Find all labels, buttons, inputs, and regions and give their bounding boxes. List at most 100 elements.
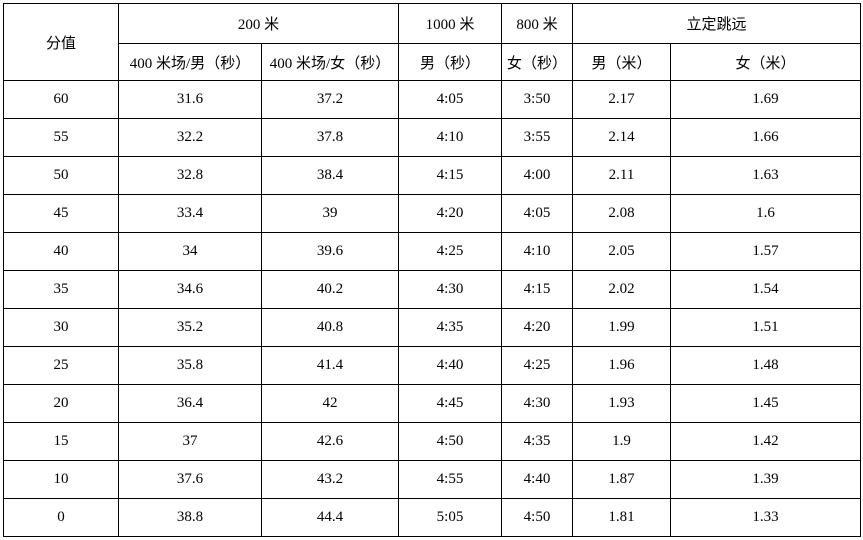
- table-row: 50 32.8 38.4 4:15 4:00 2.11 1.63: [3, 156, 862, 195]
- value-cell: 37.6: [118, 460, 262, 499]
- value-cell: 4:25: [501, 346, 574, 385]
- group-header-800m: 800 米: [501, 3, 574, 44]
- value-cell: 1.6: [670, 194, 862, 233]
- value-cell: 31.6: [118, 80, 262, 119]
- value-cell: 39.6: [260, 232, 400, 271]
- value-cell: 3:55: [501, 118, 574, 157]
- value-cell: 1.45: [670, 384, 862, 423]
- score-cell: 60: [3, 80, 119, 119]
- value-cell: 4:55: [398, 460, 503, 499]
- table-row: 0 38.8 44.4 5:05 4:50 1.81 1.33: [3, 498, 862, 537]
- group-header-1000m: 1000 米: [398, 3, 503, 44]
- value-cell: 4:50: [501, 498, 574, 537]
- value-cell: 1.63: [670, 156, 862, 195]
- value-cell: 1.66: [670, 118, 862, 157]
- subheader-jump-female: 女（米）: [670, 43, 862, 81]
- value-cell: 38.4: [260, 156, 400, 195]
- value-cell: 33.4: [118, 194, 262, 233]
- sports-score-table: 分值 200 米 1000 米 800 米 立定跳远 400 米场/男（秒） 4…: [3, 3, 862, 537]
- group-header-long-jump: 立定跳远: [572, 3, 862, 44]
- value-cell: 42.6: [260, 422, 400, 461]
- value-cell: 4:45: [398, 384, 503, 423]
- value-cell: 4:05: [398, 80, 503, 119]
- subheader-800m-female: 女（秒）: [501, 43, 574, 81]
- value-cell: 1.93: [572, 384, 672, 423]
- value-cell: 40.2: [260, 270, 400, 309]
- value-cell: 42: [260, 384, 400, 423]
- value-cell: 43.2: [260, 460, 400, 499]
- value-cell: 4:30: [398, 270, 503, 309]
- value-cell: 1.51: [670, 308, 862, 347]
- table-row: 40 34 39.6 4:25 4:10 2.05 1.57: [3, 232, 862, 271]
- value-cell: 2.05: [572, 232, 672, 271]
- value-cell: 37: [118, 422, 262, 461]
- value-cell: 4:15: [501, 270, 574, 309]
- score-cell: 15: [3, 422, 119, 461]
- value-cell: 1.48: [670, 346, 862, 385]
- value-cell: 4:35: [398, 308, 503, 347]
- score-cell: 10: [3, 460, 119, 499]
- score-cell: 55: [3, 118, 119, 157]
- value-cell: 34: [118, 232, 262, 271]
- subheader-1000m-male: 男（秒）: [398, 43, 503, 81]
- value-cell: 4:05: [501, 194, 574, 233]
- value-cell: 4:00: [501, 156, 574, 195]
- score-cell: 45: [3, 194, 119, 233]
- group-header-200m: 200 米: [117, 3, 400, 44]
- score-cell: 50: [3, 156, 119, 195]
- table-row: 35 34.6 40.2 4:30 4:15 2.02 1.54: [3, 270, 862, 309]
- value-cell: 4:25: [398, 232, 503, 271]
- value-cell: 1.69: [670, 80, 862, 119]
- value-cell: 1.87: [572, 460, 672, 499]
- value-cell: 2.08: [572, 194, 672, 233]
- value-cell: 4:40: [501, 460, 574, 499]
- score-cell: 40: [3, 232, 119, 271]
- value-cell: 1.33: [670, 498, 862, 537]
- value-cell: 4:15: [398, 156, 503, 195]
- subheader-jump-male: 男（米）: [572, 43, 672, 81]
- value-cell: 1.99: [572, 308, 672, 347]
- table-row: 20 36.4 42 4:45 4:30 1.93 1.45: [3, 384, 862, 423]
- value-cell: 1.54: [670, 270, 862, 309]
- value-cell: 44.4: [260, 498, 400, 537]
- value-cell: 4:30: [501, 384, 574, 423]
- value-cell: 35.2: [118, 308, 262, 347]
- value-cell: 2.14: [572, 118, 672, 157]
- table-row: 25 35.8 41.4 4:40 4:25 1.96 1.48: [3, 346, 862, 385]
- value-cell: 4:50: [398, 422, 503, 461]
- value-cell: 2.17: [572, 80, 672, 119]
- value-cell: 40.8: [260, 308, 400, 347]
- value-cell: 1.81: [572, 498, 672, 537]
- value-cell: 37.8: [260, 118, 400, 157]
- value-cell: 1.96: [572, 346, 672, 385]
- value-cell: 1.57: [670, 232, 862, 271]
- score-cell: 25: [3, 346, 119, 385]
- table-row: 55 32.2 37.8 4:10 3:55 2.14 1.66: [3, 118, 862, 157]
- value-cell: 32.2: [118, 118, 262, 157]
- value-cell: 4:10: [501, 232, 574, 271]
- score-column-header: 分值: [3, 3, 119, 81]
- score-cell: 30: [3, 308, 119, 347]
- value-cell: 2.02: [572, 270, 672, 309]
- value-cell: 1.39: [670, 460, 862, 499]
- value-cell: 3:50: [501, 80, 574, 119]
- value-cell: 39: [260, 194, 400, 233]
- score-cell: 0: [3, 498, 119, 537]
- value-cell: 37.2: [260, 80, 400, 119]
- value-cell: 38.8: [118, 498, 262, 537]
- table-row: 60 31.6 37.2 4:05 3:50 2.17 1.69: [3, 80, 862, 119]
- value-cell: 35.8: [118, 346, 262, 385]
- subheader-200m-male: 400 米场/男（秒）: [118, 43, 262, 81]
- value-cell: 4:10: [398, 118, 503, 157]
- value-cell: 1.42: [670, 422, 862, 461]
- value-cell: 41.4: [260, 346, 400, 385]
- table-row: 30 35.2 40.8 4:35 4:20 1.99 1.51: [3, 308, 862, 347]
- score-cell: 35: [3, 270, 119, 309]
- subheader-200m-female: 400 米场/女（秒）: [260, 43, 400, 81]
- score-cell: 20: [3, 384, 119, 423]
- value-cell: 4:20: [398, 194, 503, 233]
- table-body: 60 31.6 37.2 4:05 3:50 2.17 1.69 55 32.2 37.8 4:10…: [3, 80, 862, 537]
- group-header-row: 分值 200 米 1000 米 800 米 立定跳远: [3, 3, 862, 81]
- value-cell: 32.8: [118, 156, 262, 195]
